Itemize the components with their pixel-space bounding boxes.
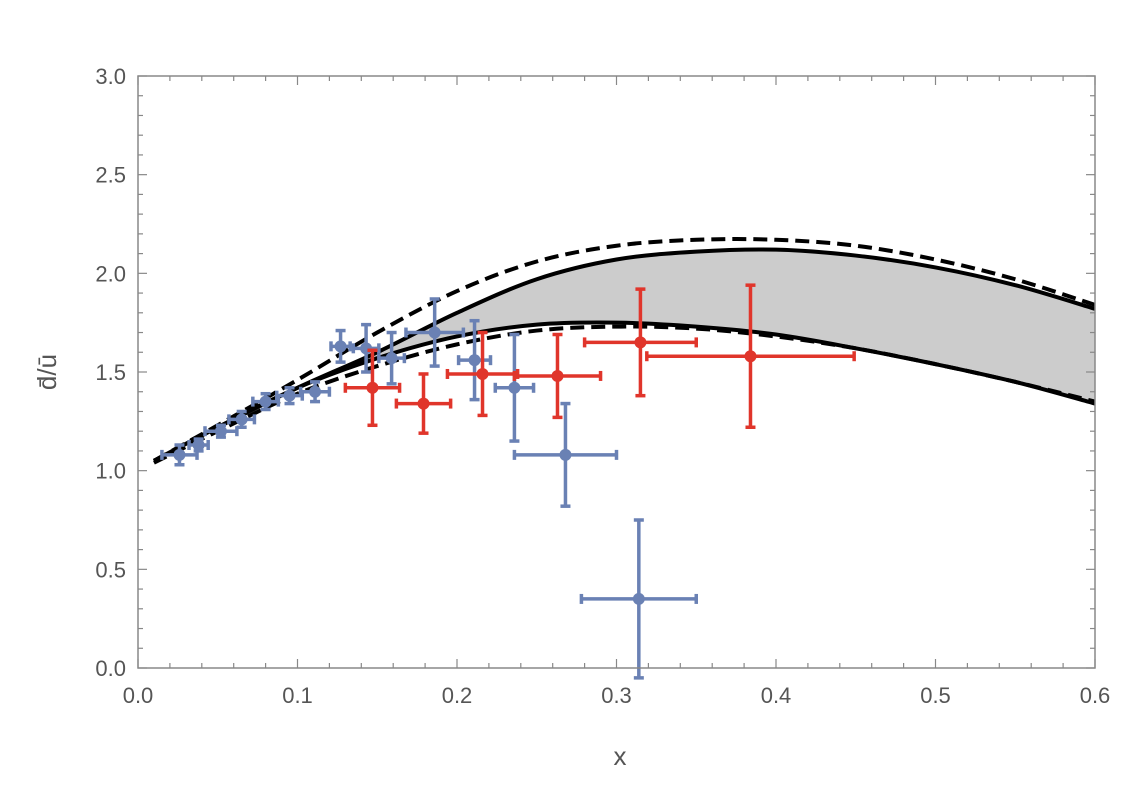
y-tick-label: 3.0 (95, 64, 126, 89)
data-marker (214, 425, 227, 438)
data-point (512, 401, 619, 508)
data-marker (235, 413, 248, 426)
data-marker (309, 385, 322, 398)
data-marker (283, 389, 296, 402)
data-point (456, 318, 493, 402)
band-layer (153, 249, 1095, 461)
data-marker (551, 369, 564, 382)
data-point (343, 348, 402, 428)
data-marker (192, 439, 205, 452)
data-marker (173, 448, 186, 461)
x-tick-label: 0.4 (761, 683, 792, 708)
y-tick-label: 2.0 (95, 261, 126, 286)
data-marker (744, 350, 757, 363)
x-tick-label: 0.0 (123, 683, 154, 708)
dashed-lower-curve (153, 324, 1096, 465)
data-marker (360, 342, 373, 355)
data-marker (559, 448, 572, 461)
data-point (404, 297, 466, 368)
data-point (160, 443, 199, 467)
data-marker (634, 336, 647, 349)
data-point (579, 518, 698, 680)
data-marker (632, 592, 645, 605)
data-point (275, 386, 305, 406)
plot-frame (137, 75, 1096, 669)
x-tick-label: 0.3 (601, 683, 632, 708)
data-point (645, 283, 856, 430)
data-marker (366, 381, 379, 394)
data-point (329, 328, 352, 364)
data-marker (334, 340, 347, 353)
band-fill (153, 249, 1095, 461)
data-marker (508, 381, 521, 394)
data-point (493, 332, 536, 443)
curve-layer (152, 237, 1096, 465)
data-marker (259, 395, 272, 408)
y-tick-label: 1.0 (95, 459, 126, 484)
x-tick-label: 0.5 (920, 683, 951, 708)
data-point (445, 330, 520, 418)
x-tick-label: 0.2 (442, 683, 473, 708)
data-point (251, 391, 281, 412)
y-tick-label: 0.0 (95, 656, 126, 681)
data-point (298, 380, 332, 404)
data-marker (468, 354, 481, 367)
data-point (377, 330, 407, 386)
y-axis-label: d̄/ū (32, 354, 62, 390)
x-tick-label: 0.6 (1080, 683, 1111, 708)
y-tick-labels: 0.0 0.5 1.0 1.5 2.0 2.5 3.0 (95, 64, 126, 681)
data-layer (160, 283, 856, 680)
y-tick-label: 1.5 (95, 360, 126, 385)
data-point (203, 423, 239, 439)
data-point (394, 372, 453, 435)
y-tick-label: 0.5 (95, 557, 126, 582)
data-marker (428, 326, 441, 339)
x-tick-label: 0.1 (282, 683, 313, 708)
data-point (582, 287, 698, 398)
data-point (227, 409, 257, 430)
x-tick-labels: 0.0 0.1 0.2 0.3 0.4 0.5 0.6 (123, 683, 1111, 708)
series-blue-data (160, 297, 698, 680)
data-marker (476, 367, 489, 380)
data-point (187, 437, 210, 453)
data-marker (417, 397, 430, 410)
series-red-data (343, 283, 856, 435)
x-axis-label: x (614, 741, 627, 771)
tick-layer (137, 75, 1096, 669)
dashed-upper-curve (152, 237, 1096, 463)
y-tick-label: 2.5 (95, 163, 126, 188)
data-marker (385, 352, 398, 365)
data-point (512, 332, 603, 420)
